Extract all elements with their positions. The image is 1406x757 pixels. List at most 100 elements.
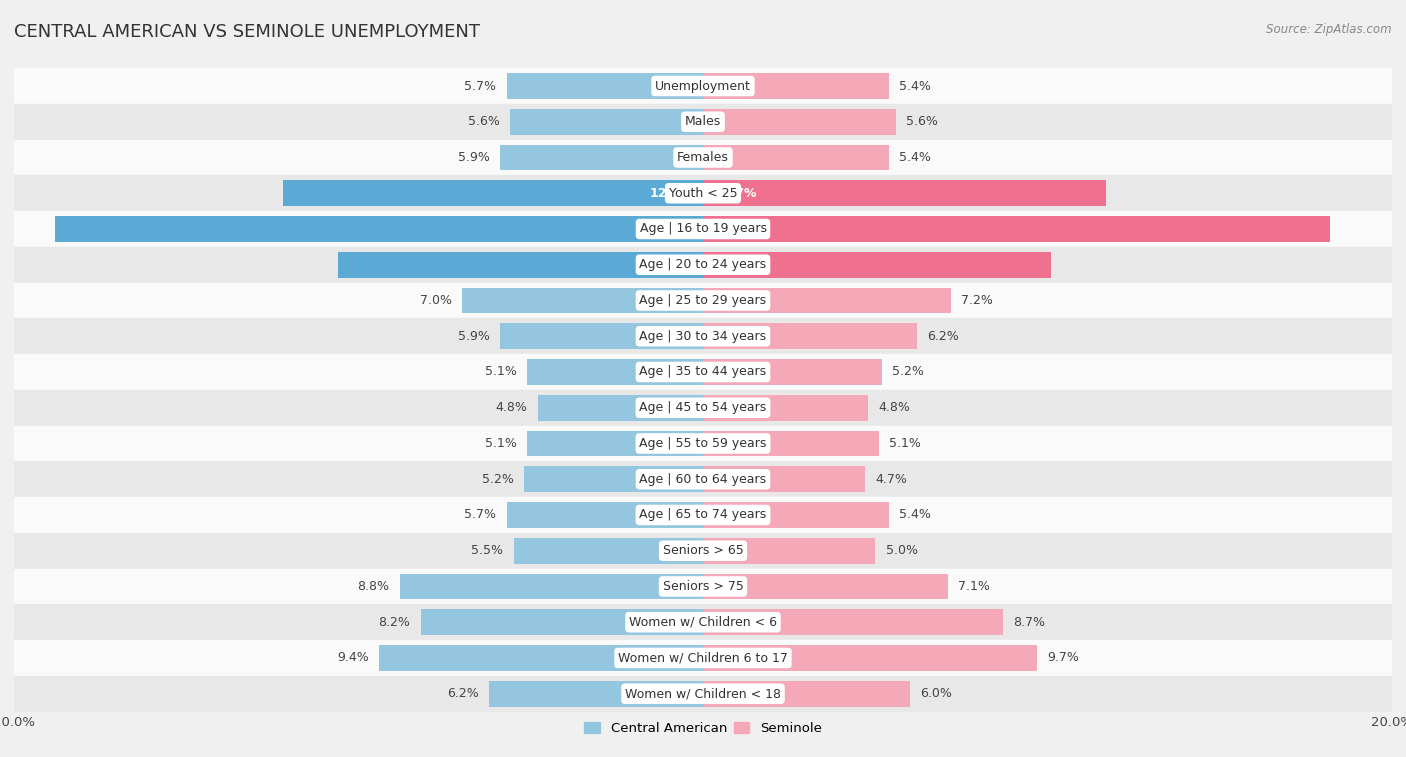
Text: Age | 35 to 44 years: Age | 35 to 44 years [640,366,766,378]
Text: 8.7%: 8.7% [1012,615,1045,629]
Text: 5.1%: 5.1% [889,437,921,450]
Bar [14,497,1392,533]
Text: 4.8%: 4.8% [879,401,911,414]
Bar [14,676,1392,712]
Text: 7.2%: 7.2% [962,294,993,307]
Text: 5.7%: 5.7% [464,79,496,92]
Bar [283,180,703,206]
Text: Age | 16 to 19 years: Age | 16 to 19 years [640,223,766,235]
Bar [703,359,882,385]
Bar [14,569,1392,604]
Bar [14,640,1392,676]
Bar [380,645,703,671]
Bar [524,466,703,492]
Bar [420,609,703,635]
Bar [703,645,1038,671]
Bar [14,461,1392,497]
Text: 8.8%: 8.8% [357,580,389,593]
Text: CENTRAL AMERICAN VS SEMINOLE UNEMPLOYMENT: CENTRAL AMERICAN VS SEMINOLE UNEMPLOYMEN… [14,23,479,41]
Text: 7.1%: 7.1% [957,580,990,593]
Text: Males: Males [685,115,721,128]
Text: 9.4%: 9.4% [337,652,368,665]
Text: 5.0%: 5.0% [886,544,918,557]
Bar [14,425,1392,461]
Text: Seniors > 75: Seniors > 75 [662,580,744,593]
Text: 5.2%: 5.2% [893,366,924,378]
Bar [489,681,703,706]
Text: Age | 55 to 59 years: Age | 55 to 59 years [640,437,766,450]
Text: Seniors > 65: Seniors > 65 [662,544,744,557]
Bar [510,109,703,135]
Bar [14,104,1392,139]
Text: 5.4%: 5.4% [900,79,931,92]
Text: 18.8%: 18.8% [650,223,693,235]
Bar [499,145,703,170]
Bar [703,109,896,135]
Bar [14,354,1392,390]
Bar [513,538,703,563]
Bar [703,395,869,421]
Bar [703,323,917,349]
Text: 5.5%: 5.5% [471,544,503,557]
Text: Age | 60 to 64 years: Age | 60 to 64 years [640,472,766,486]
Bar [703,180,1107,206]
Bar [703,288,950,313]
Bar [506,502,703,528]
Bar [14,390,1392,425]
Text: 8.2%: 8.2% [378,615,411,629]
Bar [14,533,1392,569]
Bar [703,681,910,706]
Bar [461,288,703,313]
Bar [703,431,879,456]
Text: 6.2%: 6.2% [447,687,479,700]
Bar [703,252,1050,278]
Text: 9.7%: 9.7% [1047,652,1080,665]
Text: 5.4%: 5.4% [900,509,931,522]
Text: 11.7%: 11.7% [713,187,756,200]
Bar [703,217,1330,242]
Text: 10.6%: 10.6% [650,258,693,271]
Bar [14,211,1392,247]
Bar [55,217,703,242]
Text: 6.2%: 6.2% [927,330,959,343]
Text: 4.8%: 4.8% [495,401,527,414]
Text: Women w/ Children < 18: Women w/ Children < 18 [626,687,780,700]
Text: Age | 25 to 29 years: Age | 25 to 29 years [640,294,766,307]
Bar [14,176,1392,211]
Bar [537,395,703,421]
Text: Age | 65 to 74 years: Age | 65 to 74 years [640,509,766,522]
Text: 5.6%: 5.6% [468,115,499,128]
Text: 5.7%: 5.7% [464,509,496,522]
Bar [14,139,1392,176]
Bar [499,323,703,349]
Bar [703,538,875,563]
Bar [337,252,703,278]
Bar [527,431,703,456]
Text: Source: ZipAtlas.com: Source: ZipAtlas.com [1267,23,1392,36]
Text: Age | 30 to 34 years: Age | 30 to 34 years [640,330,766,343]
Legend: Central American, Seminole: Central American, Seminole [579,716,827,740]
Text: 7.0%: 7.0% [419,294,451,307]
Text: 5.9%: 5.9% [457,330,489,343]
Text: 5.2%: 5.2% [482,472,513,486]
Text: 18.2%: 18.2% [713,223,756,235]
Text: 5.9%: 5.9% [457,151,489,164]
Text: 6.0%: 6.0% [920,687,952,700]
Bar [703,574,948,600]
Bar [399,574,703,600]
Bar [506,73,703,99]
Text: 5.6%: 5.6% [907,115,938,128]
Text: Age | 20 to 24 years: Age | 20 to 24 years [640,258,766,271]
Text: 5.1%: 5.1% [485,366,517,378]
Text: 5.4%: 5.4% [900,151,931,164]
Text: Women w/ Children 6 to 17: Women w/ Children 6 to 17 [619,652,787,665]
Text: Unemployment: Unemployment [655,79,751,92]
Bar [14,247,1392,282]
Text: 4.7%: 4.7% [875,472,907,486]
Text: 12.2%: 12.2% [650,187,693,200]
Text: Females: Females [678,151,728,164]
Bar [703,466,865,492]
Bar [14,282,1392,319]
Bar [14,604,1392,640]
Bar [703,502,889,528]
